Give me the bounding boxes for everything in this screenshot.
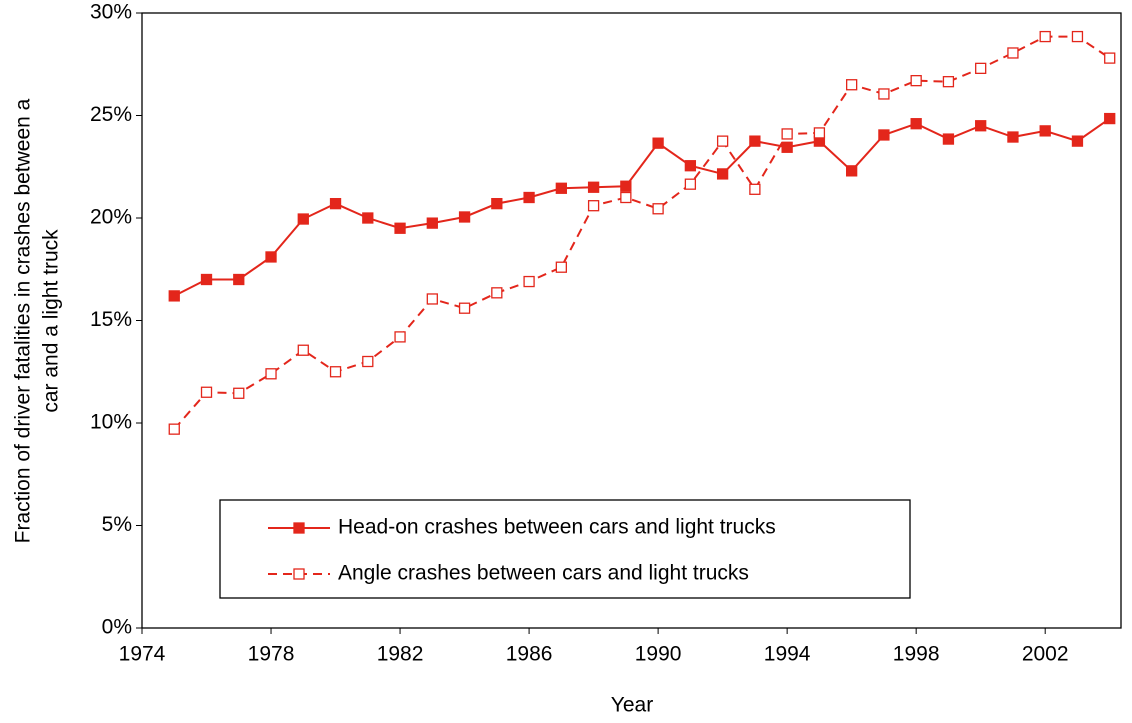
data-point [233, 387, 245, 399]
y-tick-label: 5% [102, 513, 132, 536]
data-point [233, 273, 245, 286]
legend: Head-on crashes between cars and light t… [219, 499, 911, 599]
data-point [749, 135, 761, 147]
data-point [684, 178, 697, 190]
data-point [1104, 52, 1116, 64]
data-point [297, 213, 309, 225]
data-point [942, 133, 955, 145]
data-point [362, 212, 374, 224]
y-axis-label: car and a light truck [40, 229, 63, 413]
data-point [168, 290, 180, 302]
data-point [394, 331, 406, 343]
data-point [1039, 30, 1051, 43]
data-point [878, 88, 890, 100]
data-point [329, 366, 342, 378]
data-point [555, 182, 567, 194]
x-tick-label: 1982 [377, 643, 424, 666]
data-point [846, 79, 858, 91]
data-point [426, 217, 438, 229]
data-point [781, 128, 793, 140]
x-tick-label: 1986 [506, 643, 553, 666]
y-tick-label: 10% [90, 411, 132, 434]
x-tick-label: 1998 [893, 643, 940, 666]
data-point [329, 197, 342, 210]
data-point [265, 368, 277, 380]
legend-marker [293, 522, 305, 534]
y-tick-label: 0% [102, 616, 132, 639]
y-tick-label: 25% [90, 103, 132, 126]
data-point [910, 118, 922, 130]
series-line [173, 35, 1111, 430]
data-point [652, 203, 664, 215]
data-point [587, 181, 600, 193]
data-point [1007, 47, 1019, 59]
x-tick-label: 1990 [635, 643, 682, 666]
x-axis-label: Year [611, 694, 653, 717]
legend-label: Head-on crashes between cars and light t… [338, 516, 776, 539]
data-point [458, 302, 471, 314]
data-point [975, 62, 987, 74]
data-point [975, 120, 987, 132]
series-line [173, 117, 1111, 297]
legend-label: Angle crashes between cars and light tru… [338, 562, 749, 585]
data-point [781, 141, 793, 153]
data-point [362, 355, 374, 368]
data-point [200, 273, 213, 286]
data-point [426, 293, 438, 305]
data-point [458, 211, 471, 223]
x-tick-label: 1994 [764, 643, 811, 666]
data-point [555, 261, 567, 273]
data-point [652, 137, 664, 149]
x-tick-label: 1974 [119, 643, 166, 666]
data-point [491, 287, 503, 299]
data-point [716, 135, 729, 147]
data-point [813, 127, 826, 139]
y-tick-label: 30% [90, 1, 132, 24]
data-point [491, 197, 503, 210]
data-point [523, 191, 535, 204]
legend-box [219, 499, 911, 599]
data-point [942, 76, 955, 88]
legend-marker [293, 568, 305, 580]
data-point [265, 251, 277, 263]
y-tick-label: 20% [90, 206, 132, 229]
data-point [716, 168, 729, 180]
data-point [1104, 112, 1116, 125]
data-point [1007, 131, 1019, 143]
data-point [587, 200, 600, 212]
data-point [878, 129, 890, 141]
x-tick-label: 2002 [1022, 643, 1069, 666]
y-axis-label: Fraction of driver fatalities in crashes… [12, 98, 35, 543]
y-tick-label: 15% [90, 308, 132, 331]
data-point [684, 160, 697, 172]
x-tick-label: 1978 [248, 643, 295, 666]
data-point [168, 423, 180, 435]
data-point [1039, 125, 1051, 137]
data-point [200, 386, 213, 398]
data-point [846, 165, 858, 177]
data-point [620, 180, 632, 192]
data-point [394, 222, 406, 234]
data-point [523, 275, 535, 288]
data-point [620, 191, 632, 204]
data-point [1071, 135, 1084, 147]
data-point [749, 183, 761, 195]
data-point [1071, 30, 1084, 43]
data-point [297, 344, 309, 356]
data-point [910, 75, 922, 87]
